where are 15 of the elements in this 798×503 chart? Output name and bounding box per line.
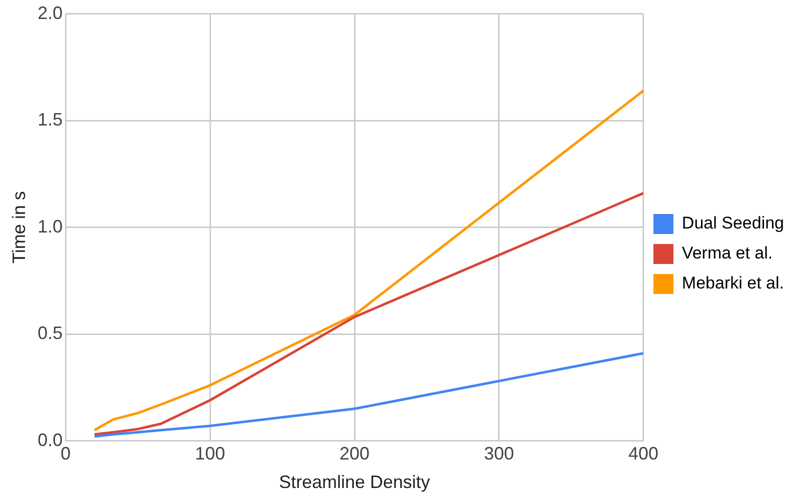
legend-label: Dual Seeding <box>682 214 784 233</box>
legend-label: Mebarki et al. <box>682 274 784 293</box>
y-tick-label: 2.0 <box>38 2 63 23</box>
legend-label: Verma et al. <box>682 244 773 263</box>
x-tick-label: 200 <box>340 444 370 464</box>
x-axis-title: Streamline Density <box>278 472 430 492</box>
y-tick-label: 1.5 <box>38 110 63 130</box>
y-tick-label: 0.5 <box>38 323 63 344</box>
y-tick-label: 0.0 <box>38 430 63 450</box>
x-tick-label: 400 <box>628 444 658 464</box>
x-tick-label: 0 <box>60 444 71 464</box>
y-axis-title: Time in s <box>8 191 29 264</box>
x-tick-label: 100 <box>195 444 226 464</box>
x-tick-label: 300 <box>484 444 514 464</box>
y-tick-label: 1.0 <box>38 216 63 236</box>
